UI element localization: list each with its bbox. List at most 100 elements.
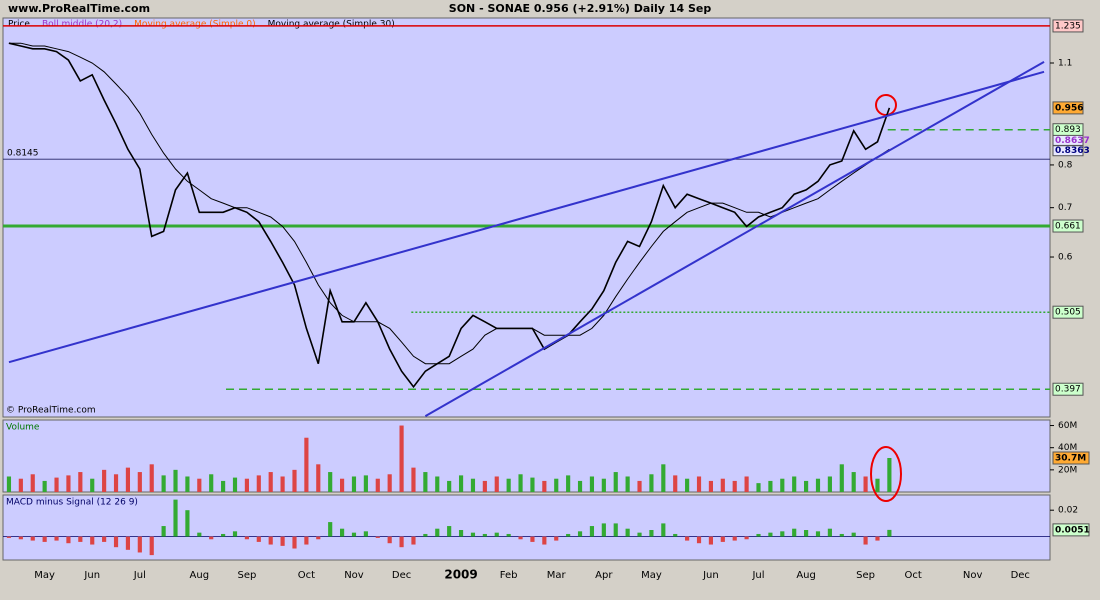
bar	[30, 536, 35, 541]
bar	[6, 536, 12, 538]
legend-entry: Boll middle (20,2)	[42, 20, 122, 30]
bar	[411, 467, 416, 492]
trend-line	[424, 60, 1045, 417]
moving-average-line	[8, 42, 890, 365]
bar	[423, 533, 428, 537]
bar	[542, 480, 547, 492]
bar	[601, 478, 606, 492]
level-box	[1052, 382, 1084, 396]
bar	[351, 476, 357, 492]
y-tick-label: 0.02	[1058, 506, 1078, 516]
bar	[209, 474, 214, 492]
bar	[256, 536, 261, 542]
bar	[149, 536, 154, 556]
bar	[518, 536, 523, 540]
bar	[530, 536, 535, 542]
bar	[280, 476, 285, 492]
bar	[494, 532, 499, 537]
indicator-label: 0.8363	[1055, 146, 1090, 156]
bar	[244, 536, 249, 540]
bar	[232, 477, 238, 492]
bar	[649, 474, 654, 492]
bar	[804, 530, 809, 537]
bar	[102, 536, 107, 542]
bar	[435, 476, 440, 492]
bar	[185, 510, 190, 537]
x-tick-label: Nov	[963, 570, 983, 581]
bar	[887, 529, 892, 537]
bar	[340, 478, 345, 492]
bar	[66, 536, 71, 544]
bar	[482, 480, 487, 492]
bar	[470, 532, 476, 537]
bar	[613, 523, 618, 537]
bar	[125, 467, 131, 492]
bar	[268, 472, 273, 492]
bar	[113, 536, 119, 548]
x-tick-label: Mar	[547, 570, 567, 581]
bar	[18, 478, 23, 492]
last-value-label: 0.0051	[1055, 525, 1090, 535]
level-label: 0.397	[1055, 385, 1081, 395]
bar	[661, 464, 666, 492]
bar	[197, 532, 202, 537]
bar	[470, 478, 476, 492]
bar	[661, 523, 666, 537]
volume-panel	[2, 419, 1051, 493]
bar	[673, 475, 678, 492]
bar	[280, 536, 285, 546]
bar	[542, 536, 547, 545]
bar	[423, 472, 428, 492]
x-tick-label: Jul	[133, 570, 146, 581]
x-tick-label: Feb	[500, 570, 518, 581]
x-tick-label: Oct	[298, 570, 315, 581]
bar	[518, 474, 523, 492]
bar	[685, 478, 690, 492]
bar	[696, 476, 702, 492]
bar	[851, 472, 856, 492]
last-price-box	[1052, 101, 1084, 115]
bar	[268, 536, 273, 545]
bar	[625, 476, 630, 492]
copyright: © ProRealTime.com	[6, 406, 96, 416]
bar	[625, 528, 630, 537]
bar	[768, 480, 773, 492]
bar	[768, 532, 773, 537]
bar	[554, 536, 559, 541]
bar	[756, 533, 761, 537]
y-tick-label: 60M	[1058, 421, 1077, 431]
price-line	[8, 42, 891, 389]
level-box	[1052, 19, 1084, 33]
bar	[375, 478, 380, 492]
x-tick-label: May	[34, 570, 55, 581]
bar	[221, 480, 226, 492]
x-tick-label: Nov	[344, 570, 364, 581]
bar	[792, 476, 797, 492]
bar	[732, 480, 737, 492]
bar	[137, 536, 142, 553]
bar	[458, 530, 464, 537]
bar	[387, 474, 392, 492]
bar	[577, 531, 583, 537]
bar	[506, 478, 511, 492]
bar	[387, 536, 392, 544]
bar	[54, 477, 59, 492]
bar	[125, 536, 131, 550]
legend-entry: Moving average (Simple 30)	[268, 20, 395, 30]
bar	[185, 476, 190, 492]
x-tick-label: Jul	[751, 570, 764, 581]
bar	[875, 478, 880, 492]
bar	[863, 536, 868, 545]
bar	[197, 478, 202, 492]
bar	[577, 480, 583, 492]
bar	[875, 536, 880, 541]
bar	[815, 478, 821, 492]
bar	[447, 480, 452, 492]
bar	[292, 536, 297, 549]
level-box	[1052, 219, 1084, 233]
x-tick-label: Oct	[905, 570, 922, 581]
bar	[601, 523, 606, 537]
y-tick-label: 20M	[1058, 465, 1077, 475]
bar	[863, 476, 868, 492]
site-name: www.ProRealTime.com	[8, 2, 150, 15]
